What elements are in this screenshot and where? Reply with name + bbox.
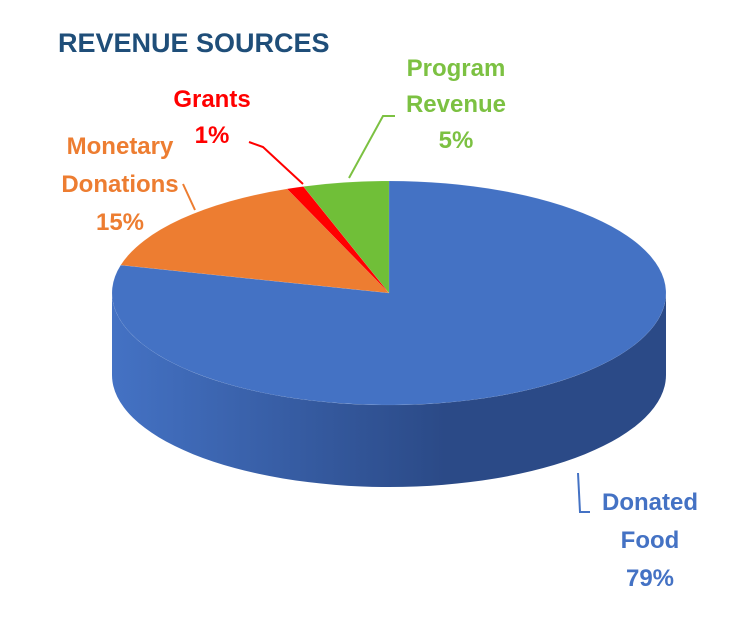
data-label-pct-donated-food: 79% (626, 565, 674, 592)
slice-side-donated-food (112, 293, 666, 487)
leader-line-monetary-donations (182, 183, 196, 211)
pie-top (111, 180, 667, 406)
slice-program-revenue (302, 180, 390, 294)
data-label-pct-grants: 1% (195, 122, 230, 149)
pie-sides (112, 293, 666, 487)
data-label-donated-food: Donated (602, 489, 698, 516)
chart-title: REVENUE SOURCES (58, 28, 330, 58)
data-label-grants: Grants (173, 86, 250, 113)
data-label-pct-monetary-donations: 15% (96, 209, 144, 236)
leader-line-program-revenue (348, 115, 395, 179)
data-label-monetary-donations: Donations (61, 171, 178, 198)
leader-line-donated-food (577, 472, 590, 513)
data-label-pct-program-revenue: 5% (439, 127, 474, 154)
data-label-donated-food: Food (621, 527, 680, 554)
leader-line-grants (248, 141, 304, 185)
slice-monetary-donations (120, 188, 390, 294)
slice-grants (286, 186, 390, 294)
leader-lines (182, 115, 590, 513)
data-label-program-revenue: Program (407, 55, 506, 82)
data-label-monetary-donations: Monetary (67, 133, 174, 160)
slice-donated-food (111, 180, 667, 406)
slice-labels: Donated Food 79% Monetary Donations 15% Grants… (61, 55, 698, 592)
data-label-program-revenue: Revenue (406, 91, 506, 118)
